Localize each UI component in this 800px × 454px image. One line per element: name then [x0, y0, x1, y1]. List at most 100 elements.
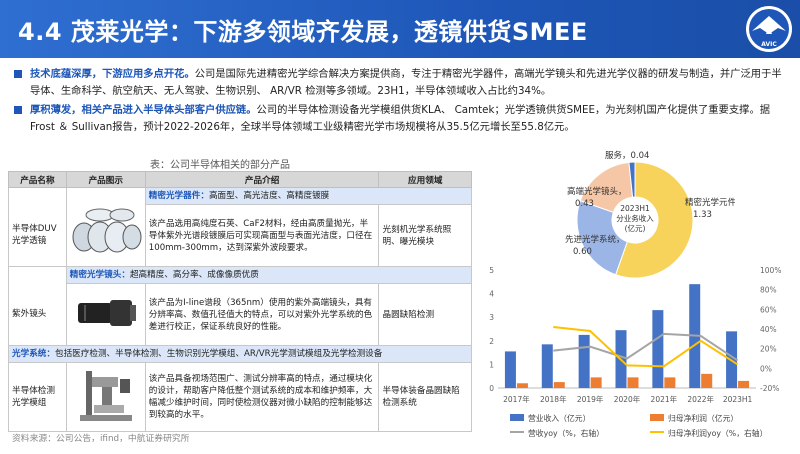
line-revenue-yoy: [553, 332, 739, 362]
product-application: 半导体装备晶圆缺陷检测系统: [378, 362, 472, 432]
legend-label: 归母净利润yoy（%，右轴）: [668, 428, 767, 438]
bar-profit: [738, 380, 750, 388]
bar-profit: [664, 377, 676, 388]
legend-swatch: [510, 414, 524, 421]
header-cell: 产品图示: [65, 171, 146, 188]
bar-revenue: [504, 351, 516, 388]
y2-tick-label: 0%: [760, 364, 772, 373]
category-head: 光学系统：: [12, 349, 55, 359]
header-cell: 产品名称: [8, 171, 67, 188]
product-intro: 该产品选用高纯度石英、CaF2材料，经由高质量抛光，半导体紫外光谱段镀膜后可实现…: [144, 204, 380, 267]
product-name: 紫外镜头: [8, 283, 67, 346]
empty-cell: [65, 187, 146, 205]
bar-profit: [553, 382, 565, 388]
source-note: 资料来源：公司公告，ifind，中航证券研究所: [12, 434, 190, 444]
category-head: 精密光学器件：: [148, 191, 209, 201]
bullet-square-icon: [14, 106, 22, 114]
bar-revenue: [652, 310, 664, 388]
header-banner: 4.4 茂莱光学：下游多领域齐发展，透镜供货SMEE AVIC: [0, 0, 800, 58]
product-application: 光刻机光学系统照明、曝光模块: [378, 204, 472, 267]
legend-label: 营业收入（亿元）: [528, 413, 590, 423]
category-desc: 高面型、高光洁度、高精度镀膜: [208, 191, 330, 201]
y-tick-label: 4: [489, 290, 494, 299]
bullet-square-icon: [14, 70, 22, 78]
empty-cell: [8, 266, 67, 284]
pie-slice-label: 服务，0.04: [605, 150, 649, 161]
pie-chart: 精密光学元件， 1.33 先进光学系统， 0.60 高端光学镜头， 0.43 服务，0.04…: [535, 150, 745, 285]
y2-tick-label: 60%: [760, 305, 777, 314]
y-tick-label: 2: [489, 337, 494, 346]
empty-cell: [8, 187, 67, 205]
bullet-item: 技术底蕴深厚，下游应用多点开花。公司是国际先进精密光学综合解决方案提供商，专注于…: [14, 66, 788, 100]
category-row: 光学系统：包括医疗检测、半导体检测、生物识别光学模组、AR/VR光学测试模组及光…: [8, 345, 472, 363]
pie-slice-value: 0.60: [573, 247, 592, 257]
pie-slice: [576, 200, 628, 276]
lens-set-image: [72, 208, 142, 253]
y2-tick-label: -20%: [760, 384, 779, 393]
pie-center-label: 2023H1: [620, 204, 650, 213]
product-name: 半导体DUV光学透镜: [8, 204, 67, 267]
bar-revenue: [541, 344, 553, 388]
pie-slice-label: 高端光学镜头，: [567, 186, 627, 197]
bar-profit: [516, 383, 528, 388]
table-row: 半导体检测光学模组 该产品具备视场范围广、测试分辨率高的特点，通过模块化的设计，…: [8, 362, 472, 432]
bar-line-chart: 0 1 2 3 4 5 100% 80% 60% 40% 20% 0% -20% 2017年 2018年 20…: [480, 262, 798, 450]
product-intro: 该产品具备视场范围广、测试分辨率高的特点，通过模块化的设计，帮助客户降低整个测试…: [144, 362, 380, 432]
x-tick-label: 2023H1: [723, 395, 753, 404]
line-profit-yoy: [553, 326, 739, 368]
product-image-cell: [65, 283, 146, 346]
legend-swatch: [650, 414, 664, 421]
category-cell: 光学系统：包括医疗检测、半导体检测、生物识别光学模组、AR/VR光学测试模组及光…: [8, 345, 472, 363]
legend-label: 营收yoy（%，右轴）: [528, 428, 604, 438]
header-cell: 应用领域: [378, 171, 472, 188]
category-desc: 包括医疗检测、半导体检测、生物识别光学模组、AR/VR光学测试模组及光学检测设备: [54, 349, 383, 359]
pie-slice: [615, 161, 694, 279]
category-cell: 精密光学器件：高面型、高光洁度、高精度镀膜: [144, 187, 473, 205]
category-desc: 超高精度、高分率、成像像质优质: [129, 270, 259, 280]
pie-center-label: 分业务收入: [616, 213, 654, 223]
pie-slice-value: 0.43: [575, 199, 594, 209]
bullet-item: 厚积薄发，相关产品进入半导体头部客户供应链。公司的半导体检测设备光学模组供货KL…: [14, 102, 788, 136]
avic-logo-icon: AVIC: [746, 6, 792, 52]
bar-line-chart-svg: 0 1 2 3 4 5 100% 80% 60% 40% 20% 0% -20% 2017年 2018年 20…: [489, 266, 781, 438]
pie-chart-svg: 精密光学元件， 1.33 先进光学系统， 0.60 高端光学镜头， 0.43 服务，0.04…: [565, 150, 745, 279]
bullet-list: 技术底蕴深厚，下游应用多点开花。公司是国际先进精密光学综合解决方案提供商，专注于…: [14, 66, 788, 138]
product-intro: 该产品为I-line谱段（365nm）使用的紫外高端镜头，具有分辨率高、数值孔径…: [144, 283, 380, 346]
page-title: 4.4 茂莱光学：下游多领域齐发展，透镜供货SMEE: [18, 18, 588, 46]
y-tick-label: 5: [489, 266, 494, 275]
y2-tick-label: 80%: [760, 286, 777, 295]
product-image-cell: [65, 204, 146, 267]
table-row: 紫外镜头 该产品为I-line谱段（365nm）使用的紫外高端镜头，具有分辨率高…: [8, 283, 472, 346]
y2-tick-label: 20%: [760, 345, 777, 354]
bullet-text: 公司的半导体检测设备光学模组供货KLA、 Camtek；光学透镜供货SMEE，为…: [30, 104, 771, 133]
legend-label: 归母净利润（亿元）: [668, 413, 738, 423]
bar-profit: [590, 377, 602, 388]
pie-slice: [628, 161, 636, 198]
table-row: 半导体DUV光学透镜 该产品选用高纯度石英、CaF2材料，经由高质量抛光，半导体…: [8, 204, 472, 267]
product-name: 半导体检测光学模组: [8, 362, 67, 432]
bullet-text: 公司是国际先进精密光学综合解决方案提供商，专注于精密光学器件，高端光学镜头和先进…: [30, 68, 782, 97]
y2-tick-label: 40%: [760, 325, 777, 334]
x-tick-label: 2021年: [651, 394, 678, 404]
x-tick-label: 2022年: [687, 394, 714, 404]
product-table: 产品名称 产品图示 产品介绍 应用领域 精密光学器件：高面型、高光洁度、高精度镀…: [8, 171, 473, 432]
table-caption: 表：公司半导体相关的部分产品: [150, 160, 290, 171]
pie-slice-label: 先进光学系统，: [565, 234, 625, 245]
y-tick-label: 0: [489, 384, 494, 393]
category-cell: 精密光学镜头：超高精度、高分率、成像像质优质: [65, 266, 473, 284]
category-head: 精密光学镜头：: [69, 270, 130, 280]
bar-revenue: [578, 334, 590, 388]
header-cell: 产品介绍: [144, 171, 380, 188]
optical-module-image: [79, 371, 132, 421]
pie-slice-value: 1.33: [693, 210, 712, 220]
x-tick-label: 2019年: [577, 394, 604, 404]
y-tick-label: 1: [489, 360, 494, 369]
pie-slice-label: 精密光学元件，: [685, 197, 735, 208]
x-tick-label: 2018年: [540, 394, 567, 404]
uv-lens-image: [77, 299, 136, 326]
bar-profit: [627, 377, 639, 388]
y2-tick-label: 100%: [760, 266, 781, 275]
bullet-highlight: 技术底蕴深厚，下游应用多点开花。: [30, 68, 195, 80]
y-tick-label: 3: [489, 313, 494, 322]
bar-profit: [701, 373, 713, 388]
